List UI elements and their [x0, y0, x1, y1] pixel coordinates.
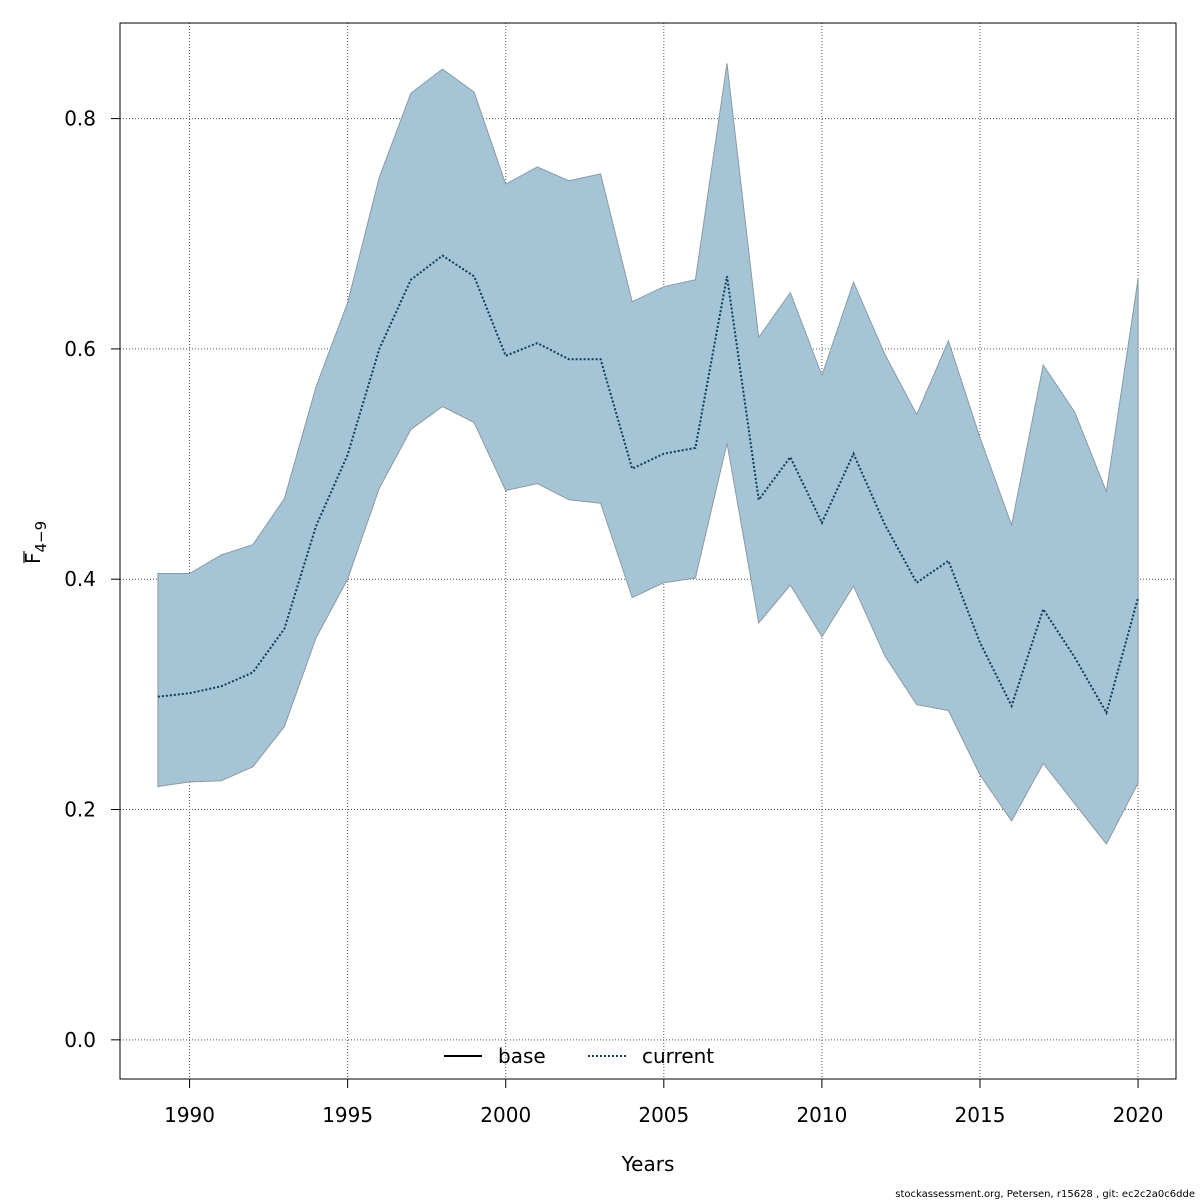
legend: base current	[444, 1044, 714, 1068]
x-tick-label: 1990	[164, 1103, 215, 1127]
y-axis-title-text: F4−9	[21, 521, 50, 564]
y-tick-label: 0.0	[64, 1028, 96, 1052]
y-axis: 0.0 0.2 0.4 0.6 0.8	[64, 107, 120, 1052]
x-tick-label: 1995	[322, 1103, 373, 1127]
legend-label-current: current	[642, 1044, 714, 1068]
x-axis: 1990 1995 2000 2005 2010 2015 2020	[164, 1079, 1164, 1127]
series-line-current	[157, 254, 1140, 716]
y-tick-label: 0.4	[64, 567, 96, 591]
y-axis-title: F4−9	[21, 521, 50, 564]
x-tick-label: 2005	[638, 1103, 689, 1127]
y-tick-label: 0.6	[64, 337, 96, 361]
x-tick-label: 2000	[480, 1103, 531, 1127]
y-tick-label: 0.2	[64, 798, 96, 822]
legend-label-base: base	[498, 1044, 546, 1068]
footer-text: stockassessment.org, Petersen, r15628 , …	[895, 1189, 1195, 1200]
x-axis-title: Years	[621, 1152, 675, 1176]
x-tick-label: 2015	[955, 1103, 1006, 1127]
x-tick-label: 2020	[1113, 1103, 1164, 1127]
plot-frame	[119, 22, 1177, 1080]
confidence-band	[157, 63, 1139, 846]
y-tick-label: 0.8	[64, 107, 96, 131]
x-tick-label: 2010	[796, 1103, 847, 1127]
